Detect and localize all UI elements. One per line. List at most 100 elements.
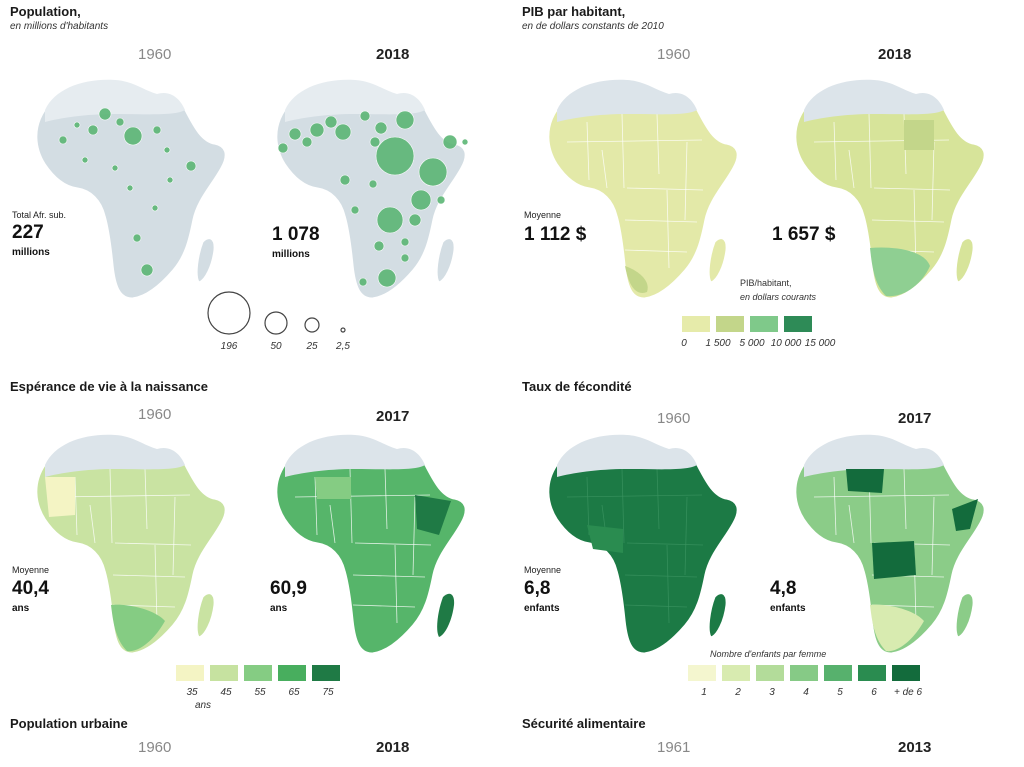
pib-year-new: 2018 [878,46,912,63]
country-border [114,542,192,546]
population-bubble [87,124,99,136]
population-bubble [461,138,469,146]
pib-subtitle: en de dollars constants de 2010 [522,21,664,32]
fecondite-legend-swatch [688,665,716,681]
north-africa-shape [285,79,425,122]
country-border [329,504,336,544]
pib-legend: 0 1 500 5 000 10 000 15 000 [681,316,902,356]
fecondite-title: Taux de fécondité [522,379,632,394]
country-border [352,604,416,608]
esperance-legend-swatch [176,665,204,681]
population-bubble [277,142,289,154]
esperance-value-1960: 40,4 [12,578,49,599]
pib-map-2018 [795,79,985,299]
north-africa-shape [804,434,944,477]
population-panel: Population, en millions d'habitants 1960… [0,0,512,360]
country-border [154,544,158,624]
north-africa-shape [45,434,185,477]
securite-year-old: 1961 [657,739,691,756]
fecondite-stat-label: Moyenne [524,565,562,575]
population-title: Population, [10,4,81,19]
fecondite-legend-label: + de 6 [893,687,923,698]
pib-map-1960 [548,79,738,299]
urbaine-year-new: 2018 [376,739,410,756]
southern-region [111,604,165,652]
fecondite-legend-swatch [722,665,750,681]
pib-legend-label: 1 500 [705,338,731,349]
country-border [354,542,432,546]
population-value-1960: 227 [12,222,44,243]
fecondite-map-1960 [548,434,738,654]
fecondite-unit-1960: enfants [524,603,560,614]
country-border [626,187,704,191]
country-border [656,468,660,530]
legend-label-196: 196 [220,341,238,352]
fecondite-legend-swatch [824,665,852,681]
country-border [903,468,907,530]
population-bubble [98,107,112,121]
population-map-1960 [36,79,226,299]
pib-legend-label: 5 000 [739,338,765,349]
population-bubble [376,206,404,234]
population-bubble [358,277,368,287]
fecondite-map-2017 [795,434,985,654]
drc-region [872,541,916,579]
population-bubble [324,115,338,129]
population-bubble [309,122,325,138]
pib-stat-label: Moyenne [524,210,562,220]
country-border [74,476,78,536]
esperance-map-1960 [36,434,226,654]
population-unit-1960: millions [12,247,50,258]
population-bubble [410,189,432,211]
country-border [624,249,688,253]
pib-legend-title-1: PIB/habitant, [740,278,792,288]
urbaine-panel: Population urbaine 1960 2018 [0,712,512,767]
population-bubble [123,126,143,146]
fecondite-panel: Taux de fécondité 1960 2017 Moyenne 6,8 … [512,375,1024,735]
population-bubble [350,205,360,215]
population-bubble [152,125,162,135]
country-border [89,504,96,544]
pib-value-2018: 1 657 $ [772,224,836,245]
country-border [566,139,703,143]
north-africa-shape [45,79,185,122]
country-border [624,574,698,578]
fecondite-legend-label: 6 [871,687,877,698]
legend-circle-25 [304,317,320,333]
population-bubble [58,135,68,145]
population-bubble [436,195,446,205]
population-bubble [400,237,410,247]
esperance-legend-swatch [244,665,272,681]
country-border [394,544,398,624]
country-border [931,496,935,576]
esperance-legend-label: 75 [322,687,334,698]
esperance-legend-label: 55 [254,687,266,698]
legend-circle-50 [264,311,288,335]
country-border [566,494,703,498]
esperance-year-new: 2017 [376,408,410,425]
legend-label-50: 50 [270,341,282,352]
esperance-legend: 35 45 55 65 75 [176,665,376,715]
gabon-region [587,525,623,553]
fecondite-value-1960: 6,8 [524,578,551,599]
esperance-legend-swatch [312,665,340,681]
country-border [813,494,950,498]
population-bubble [359,110,371,122]
population-bubble [339,174,351,186]
population-bubble [368,179,378,189]
population-legend-circles [207,291,346,335]
pib-legend-swatch [750,316,778,332]
country-border [624,219,698,223]
madagascar-region [437,593,455,637]
urbaine-title: Population urbaine [10,716,128,731]
population-bubble [163,146,171,154]
fecondite-legend-swatch [756,665,784,681]
country-border [931,141,935,221]
country-border [384,468,388,530]
legend-label-25: 25 [306,341,318,352]
pib-legend-swatch [784,316,812,332]
country-border [626,542,704,546]
madagascar-shape [708,238,727,283]
pib-legend-swatch [716,316,744,332]
country-border [833,121,837,181]
